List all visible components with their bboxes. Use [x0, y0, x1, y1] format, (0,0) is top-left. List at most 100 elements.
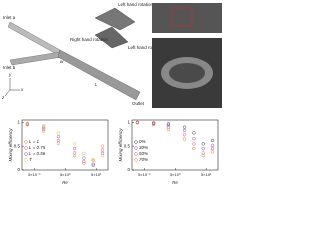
point: [82, 159, 86, 164]
point: [192, 142, 196, 146]
point: [210, 143, 215, 147]
y-tick-label: 1: [17, 120, 20, 125]
plot-frame: [131, 119, 219, 171]
point: [91, 157, 95, 162]
point: [201, 154, 205, 158]
point: [41, 129, 46, 133]
legend-marker: [134, 152, 138, 156]
point: [182, 137, 187, 141]
point: [100, 144, 105, 148]
y-axis-label: Mixing efficiency: [118, 128, 123, 162]
legend-marker: [24, 152, 28, 156]
y-tick-label: 0.5: [124, 143, 131, 148]
label: Right hand rotation: [70, 37, 109, 42]
axis-arrow: [4, 89, 11, 97]
legend-marker: [24, 140, 28, 144]
y-tick-label: 0.5: [14, 143, 21, 148]
label: w: [60, 59, 64, 64]
label: x: [20, 87, 24, 92]
legend-label: L = 0.56: [29, 151, 46, 156]
point: [72, 151, 77, 155]
point: [56, 138, 61, 143]
y-axis-label: Mixing efficiency: [8, 128, 13, 162]
point: [192, 131, 196, 135]
micro-structure: [169, 63, 205, 83]
point: [41, 125, 46, 129]
point: [72, 142, 77, 146]
x-axis-label: Re: [172, 180, 178, 185]
legend-marker: [134, 140, 138, 144]
y-tick-label: 0: [17, 167, 20, 172]
label: Left hand rotation: [118, 2, 154, 7]
legend-marker: [24, 146, 28, 150]
point: [82, 156, 86, 160]
point: [151, 123, 156, 127]
y-tick-label: 0: [127, 167, 130, 172]
label: Left hand rotation: [128, 45, 164, 50]
x-tick-label: 5×10¹: [91, 172, 102, 177]
x-tick-label: 5×10¹: [201, 172, 212, 177]
point: [166, 127, 171, 132]
point: [182, 133, 187, 137]
point: [91, 162, 95, 166]
point: [56, 131, 61, 135]
point: [135, 121, 140, 125]
rotation-element: [94, 7, 136, 31]
point: [91, 158, 95, 163]
legend-label: 0%: [139, 139, 146, 144]
figure: Inlet a Inlet b Left hand rotation Right…: [1, 2, 222, 185]
point: [82, 151, 86, 155]
mixing-channel: [57, 49, 141, 101]
point: [192, 136, 196, 141]
point: [166, 122, 171, 126]
legend-label: 30%: [139, 145, 148, 150]
point: [82, 161, 86, 165]
label: z: [1, 95, 5, 100]
point: [41, 124, 46, 128]
point: [182, 125, 187, 129]
point: [166, 125, 171, 129]
plot-frame: [21, 119, 109, 171]
point: [151, 122, 156, 126]
point: [72, 154, 77, 158]
y-tick-label: 1: [127, 120, 130, 125]
x-tick-label: 5×10⁻¹: [138, 172, 151, 177]
x-tick-label: 5×10⁰: [60, 172, 71, 177]
point: [72, 146, 77, 151]
channel-diagram: Inlet a Inlet b Left hand rotation Right…: [1, 2, 164, 106]
point: [100, 148, 105, 152]
point: [210, 138, 215, 143]
point: [210, 146, 215, 151]
point: [56, 135, 61, 139]
label: L: [95, 82, 98, 87]
inlet-channel: [9, 51, 63, 66]
legend-label: L = 0.75: [29, 145, 46, 150]
label: Outlet: [132, 101, 145, 106]
legend-marker: [24, 158, 28, 162]
point: [100, 151, 105, 155]
point: [56, 141, 61, 145]
page: Inlet a Inlet b Left hand rotation Right…: [1, 2, 222, 186]
point: [91, 163, 95, 167]
point: [166, 123, 171, 127]
x-tick-label: 5×10⁻¹: [28, 172, 41, 177]
point: [25, 121, 30, 125]
legend-label: L = 1: [29, 139, 40, 144]
point: [182, 128, 187, 133]
legend-label: T: [29, 157, 33, 162]
point: [201, 151, 205, 155]
zoom-box: [171, 7, 193, 27]
legend-marker: [134, 158, 138, 162]
micrograph-overview: [152, 3, 222, 33]
point: [192, 146, 196, 151]
point: [201, 142, 205, 146]
point: [41, 127, 46, 131]
label: Inlet b: [3, 65, 16, 70]
point: [210, 150, 215, 154]
rotation-element: [94, 26, 129, 49]
label: y: [8, 72, 12, 77]
micrograph: [152, 3, 222, 108]
legend-label: 50%: [139, 151, 148, 156]
label: Inlet a: [3, 15, 16, 20]
legend-marker: [134, 146, 138, 150]
